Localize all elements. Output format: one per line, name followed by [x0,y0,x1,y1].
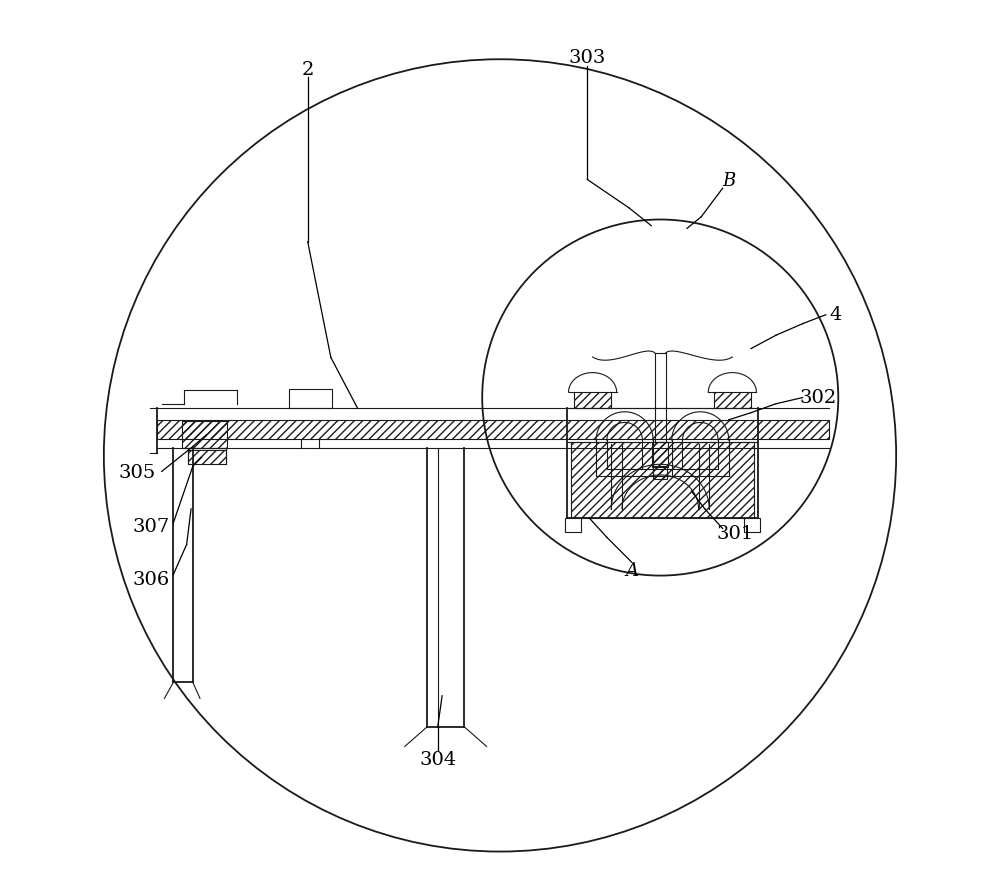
Bar [188,450,226,464]
Bar [182,421,227,448]
Bar [714,392,751,408]
Text: 304: 304 [419,751,456,769]
Bar [744,518,760,532]
Bar [652,442,668,467]
Bar [565,518,581,532]
Text: 305: 305 [118,464,155,482]
Text: 4: 4 [829,305,842,324]
Text: A: A [625,562,638,580]
Bar [157,420,829,439]
Bar [571,442,754,518]
Text: 301: 301 [716,525,754,543]
Text: 302: 302 [799,388,836,406]
Text: B: B [722,172,735,190]
Text: 306: 306 [132,571,170,589]
Text: 307: 307 [132,518,170,536]
Bar [289,388,332,408]
Bar [653,466,667,479]
Text: 303: 303 [569,49,606,67]
Text: 2: 2 [302,61,314,79]
Bar [574,392,611,408]
